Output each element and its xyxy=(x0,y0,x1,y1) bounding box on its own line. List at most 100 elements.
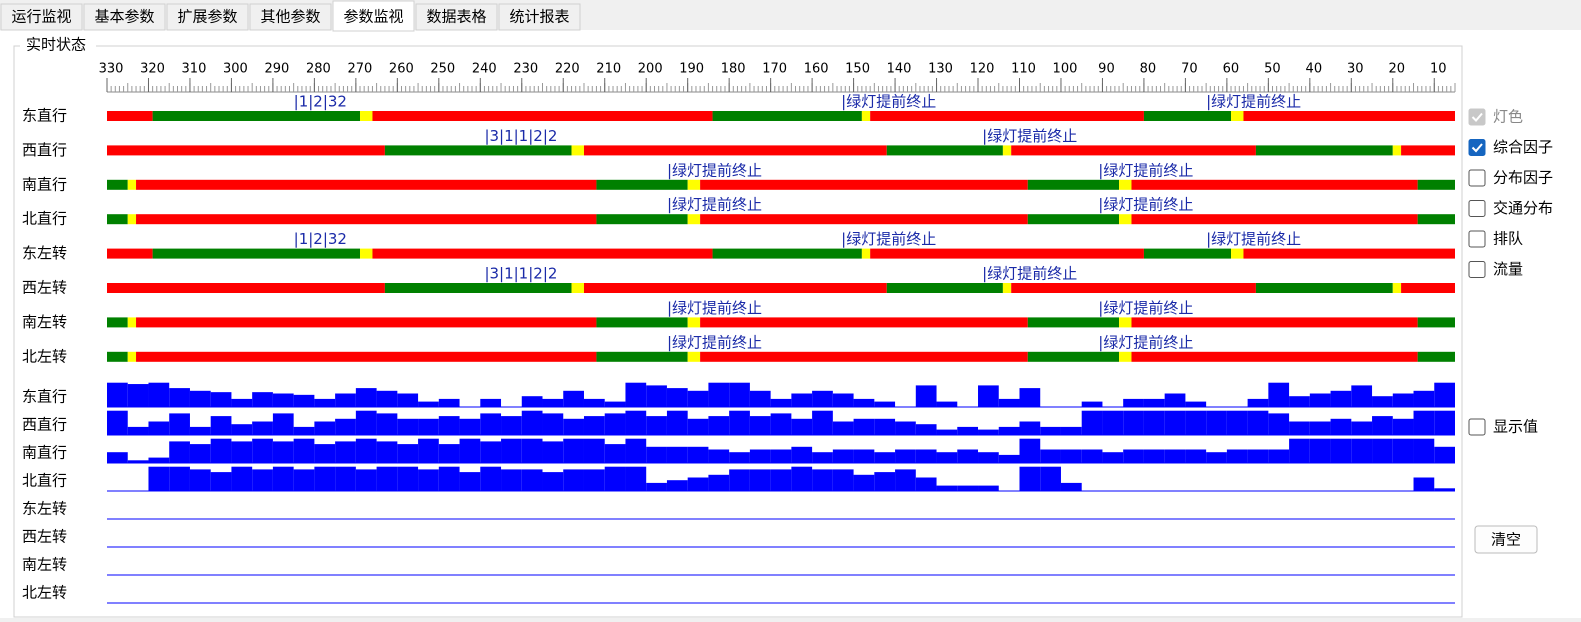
x-tick-label: 190 xyxy=(679,62,704,77)
tab-label[interactable]: 其他参数 xyxy=(260,8,320,26)
factor-bar xyxy=(853,418,875,435)
checkbox-label[interactable]: 排队 xyxy=(1493,230,1523,248)
x-tick-label: 220 xyxy=(555,62,580,77)
tab[interactable] xyxy=(83,3,166,31)
signal-segment xyxy=(372,248,713,259)
checkbox-label: 灯色 xyxy=(1493,108,1523,126)
checkbox-label[interactable]: 显示值 xyxy=(1493,418,1538,436)
checkbox-box[interactable] xyxy=(1468,230,1486,248)
tab-label[interactable]: 运行监视 xyxy=(11,8,71,26)
factor-bar xyxy=(729,469,750,491)
signal-segment xyxy=(1255,145,1393,156)
checkbox-label[interactable]: 综合因子 xyxy=(1493,138,1553,156)
checkbox[interactable]: 分布因子 xyxy=(1468,169,1553,187)
factor-bar xyxy=(791,393,813,407)
checkbox[interactable]: 显示值 xyxy=(1468,418,1538,436)
factor-bar xyxy=(749,449,771,463)
x-tick-label: 200 xyxy=(638,62,663,77)
factor-bar xyxy=(542,413,564,435)
factor-bar xyxy=(915,424,937,435)
factor-bar xyxy=(272,466,294,491)
factor-bar xyxy=(583,416,605,435)
checkbox-box[interactable] xyxy=(1468,418,1486,436)
annotation: |绿灯提前终止 xyxy=(841,93,936,111)
factor-bar xyxy=(1019,388,1041,407)
x-tick-label: 210 xyxy=(596,62,621,77)
factor-bar xyxy=(107,382,128,407)
factor-bar xyxy=(272,441,294,463)
factor-bar xyxy=(293,394,315,407)
factor-bar xyxy=(335,441,356,463)
factor-bar xyxy=(376,413,398,435)
checkbox[interactable]: 排队 xyxy=(1468,230,1523,248)
tab-label[interactable]: 统计报表 xyxy=(509,8,569,26)
annotation: |1|2|32 xyxy=(294,93,347,111)
factor-bar xyxy=(708,474,730,491)
signal-segment xyxy=(886,283,1003,293)
checkbox-label[interactable]: 交通分布 xyxy=(1493,199,1553,217)
factor-bar xyxy=(542,398,564,407)
x-tick-label: 330 xyxy=(99,62,124,77)
factor-bar xyxy=(770,449,792,463)
tab[interactable] xyxy=(0,3,83,31)
row-label: 北直行 xyxy=(22,210,67,228)
factor-bar xyxy=(915,477,937,491)
factor-bar xyxy=(397,444,419,463)
tab[interactable] xyxy=(498,3,581,31)
factor-bar xyxy=(231,466,253,491)
factor-bar xyxy=(708,416,730,435)
x-tick-label: 230 xyxy=(513,62,538,77)
factor-bar xyxy=(729,452,750,463)
annotation: |1|2|32 xyxy=(294,230,347,248)
factor-bar xyxy=(501,469,522,491)
tab[interactable] xyxy=(332,0,415,32)
checkbox-label[interactable]: 分布因子 xyxy=(1493,169,1553,187)
factor-bar xyxy=(583,438,605,463)
checkbox-label[interactable]: 流量 xyxy=(1493,260,1523,278)
checkbox-box[interactable] xyxy=(1468,200,1486,217)
factor-bar xyxy=(231,441,253,463)
factor-bar xyxy=(459,438,481,463)
tab[interactable] xyxy=(415,3,498,31)
annotation: |绿灯提前终止 xyxy=(667,196,762,214)
factor-bar xyxy=(853,398,875,407)
factor-bar xyxy=(936,429,958,435)
factor-bar xyxy=(480,466,502,491)
checkbox-box[interactable] xyxy=(1468,261,1486,278)
factor-bar xyxy=(438,444,460,463)
tab[interactable] xyxy=(166,3,249,31)
factor-bar xyxy=(501,438,522,463)
factor-bar xyxy=(1143,449,1165,463)
checkbox-box[interactable] xyxy=(1468,139,1486,156)
factor-bar xyxy=(687,390,709,407)
checkbox: 灯色 xyxy=(1468,108,1523,126)
clear-button-label[interactable]: 清空 xyxy=(1491,531,1521,549)
factor-bar xyxy=(1372,438,1393,463)
checkbox[interactable]: 交通分布 xyxy=(1468,199,1553,217)
factor-bar xyxy=(189,426,211,435)
signal-segment xyxy=(1143,248,1232,259)
tab-label[interactable]: 参数监视 xyxy=(343,8,403,26)
factor-bar xyxy=(1060,449,1082,463)
checkbox[interactable]: 流量 xyxy=(1468,260,1523,278)
factor-bar xyxy=(148,466,170,491)
check-mark[interactable] xyxy=(1471,143,1483,153)
factor-bar xyxy=(335,466,356,491)
x-tick-label: 310 xyxy=(182,62,207,77)
tab[interactable] xyxy=(249,3,332,31)
factor-bar xyxy=(169,388,190,407)
factor-bar xyxy=(542,441,564,463)
checkbox-box[interactable] xyxy=(1468,169,1486,187)
tab-label[interactable]: 数据表格 xyxy=(426,8,486,26)
signal-segment xyxy=(596,351,688,362)
signal-segment xyxy=(152,248,361,259)
signal-segment xyxy=(687,317,701,328)
tab-label[interactable]: 扩展参数 xyxy=(177,8,237,26)
factor-bar xyxy=(1392,418,1414,435)
signal-segment xyxy=(1243,111,1455,121)
signal-segment xyxy=(107,111,153,121)
tab-label[interactable]: 基本参数 xyxy=(94,8,154,26)
clear-button[interactable] xyxy=(1474,525,1538,554)
checkbox[interactable]: 综合因子 xyxy=(1468,138,1553,156)
